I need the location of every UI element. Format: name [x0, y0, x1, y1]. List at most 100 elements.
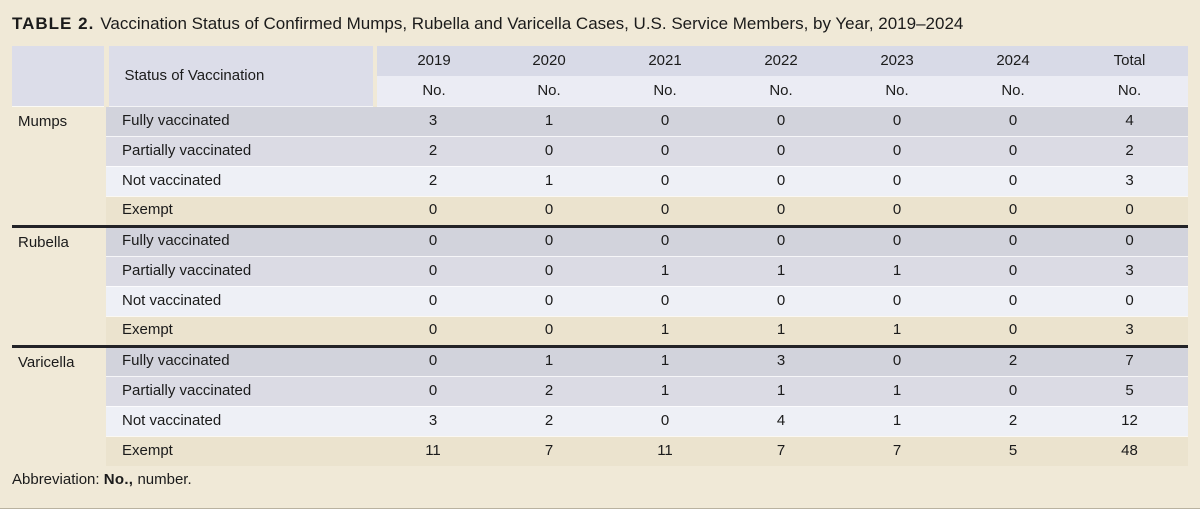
value-cell: 2	[491, 375, 607, 406]
unit-label: No.	[491, 76, 607, 106]
status-label: Exempt	[106, 435, 375, 466]
status-label: Not vaccinated	[106, 165, 375, 196]
value-cell: 0	[955, 375, 1071, 406]
status-label: Exempt	[106, 195, 375, 226]
value-cell: 0	[491, 195, 607, 226]
value-cell: 1	[607, 315, 723, 346]
footnote-prefix: Abbreviation:	[12, 471, 100, 488]
value-cell: 0	[839, 344, 955, 376]
status-column-header: Status of Vaccination	[106, 46, 377, 106]
status-label: Fully vaccinated	[106, 224, 375, 256]
value-cell: 0	[375, 195, 491, 226]
value-cell: 0	[839, 105, 955, 136]
table-row: Exempt 0 0 0 0 0 0 0	[12, 195, 1188, 226]
unit-label: No.	[375, 76, 491, 106]
value-cell: 1	[607, 375, 723, 406]
year-header: 2022	[723, 46, 839, 76]
value-cell: 0	[375, 375, 491, 406]
value-cell: 0	[1071, 285, 1188, 316]
group-label: Mumps	[12, 105, 106, 226]
value-cell: 4	[723, 405, 839, 436]
unit-label: No.	[839, 76, 955, 106]
value-cell: 0	[375, 285, 491, 316]
value-cell: 2	[1071, 135, 1188, 166]
value-cell: 0	[839, 135, 955, 166]
value-cell: 0	[607, 195, 723, 226]
status-label: Exempt	[106, 315, 375, 346]
value-cell: 2	[491, 405, 607, 436]
status-label: Partially vaccinated	[106, 255, 375, 286]
value-cell: 0	[955, 255, 1071, 286]
status-label: Fully vaccinated	[106, 105, 375, 136]
footnote-abbr: No.,	[103, 471, 134, 488]
value-cell: 0	[491, 224, 607, 256]
table-row: Rubella Fully vaccinated 0 0 0 0 0 0 0	[12, 224, 1188, 346]
value-cell: 0	[491, 315, 607, 346]
value-cell: 3	[1071, 255, 1188, 286]
unit-label: No.	[607, 76, 723, 106]
value-cell: 0	[723, 195, 839, 226]
status-label: Partially vaccinated	[106, 375, 375, 406]
value-cell: 3	[1071, 315, 1188, 346]
year-header: 2024	[955, 46, 1071, 76]
value-cell: 0	[955, 105, 1071, 136]
value-cell: 0	[723, 224, 839, 256]
value-cell: 0	[839, 195, 955, 226]
value-cell: 12	[1071, 405, 1188, 436]
table-row: Not vaccinated 0 0 0 0 0 0 0	[12, 285, 1188, 316]
value-cell: 1	[491, 165, 607, 196]
value-cell: 0	[723, 105, 839, 136]
table-row: Partially vaccinated 0 2 1 1 1 0 5	[12, 375, 1188, 406]
value-cell: 0	[375, 224, 491, 256]
value-cell: 2	[375, 165, 491, 196]
value-cell: 2	[955, 405, 1071, 436]
value-cell: 1	[491, 344, 607, 376]
value-cell: 2	[955, 344, 1071, 376]
value-cell: 1	[607, 255, 723, 286]
value-cell: 0	[839, 224, 955, 256]
value-cell: 0	[491, 255, 607, 286]
value-cell: 3	[1071, 165, 1188, 196]
table-row: Not vaccinated 2 1 0 0 0 0 3	[12, 165, 1188, 196]
table-row: Varicella Fully vaccinated 0 1 1 3 0 2 7	[12, 344, 1188, 466]
status-label: Partially vaccinated	[106, 135, 375, 166]
value-cell: 0	[1071, 195, 1188, 226]
value-cell: 1	[723, 315, 839, 346]
value-cell: 0	[375, 255, 491, 286]
abbreviation-footnote: Abbreviation: No., number.	[12, 471, 1200, 488]
value-cell: 0	[723, 285, 839, 316]
table-body: Mumps Fully vaccinated 3 1 0 0 0 0 4 Partially va…	[12, 105, 1188, 466]
value-cell: 0	[607, 405, 723, 436]
value-cell: 0	[955, 165, 1071, 196]
value-cell: 3	[375, 105, 491, 136]
value-cell: 3	[375, 405, 491, 436]
table-row: Partially vaccinated 0 0 1 1 1 0 3	[12, 255, 1188, 286]
value-cell: 3	[723, 344, 839, 376]
value-cell: 0	[375, 344, 491, 376]
status-label: Not vaccinated	[106, 285, 375, 316]
status-label: Fully vaccinated	[106, 344, 375, 376]
value-cell: 0	[607, 224, 723, 256]
year-header: 2021	[607, 46, 723, 76]
table-title-text: Vaccination Status of Confirmed Mumps, R…	[100, 14, 964, 33]
value-cell: 0	[839, 285, 955, 316]
value-cell: 7	[491, 435, 607, 466]
value-cell: 0	[723, 135, 839, 166]
value-cell: 0	[375, 315, 491, 346]
table-row: Partially vaccinated 2 0 0 0 0 0 2	[12, 135, 1188, 166]
value-cell: 0	[607, 165, 723, 196]
value-cell: 1	[839, 315, 955, 346]
total-header: Total	[1071, 46, 1188, 76]
value-cell: 0	[607, 105, 723, 136]
year-header: 2020	[491, 46, 607, 76]
table-header: Status of Vaccination 2019 2020 2021 202…	[12, 46, 1188, 106]
value-cell: 1	[839, 375, 955, 406]
year-header: 2023	[839, 46, 955, 76]
table-title: TABLE 2. Vaccination Status of Confirmed …	[0, 0, 1200, 46]
group-label: Rubella	[12, 224, 106, 346]
unit-label: No.	[723, 76, 839, 106]
vaccination-status-table: Status of Vaccination 2019 2020 2021 202…	[12, 46, 1188, 466]
value-cell: 1	[839, 405, 955, 436]
value-cell: 0	[955, 195, 1071, 226]
value-cell: 1	[723, 255, 839, 286]
